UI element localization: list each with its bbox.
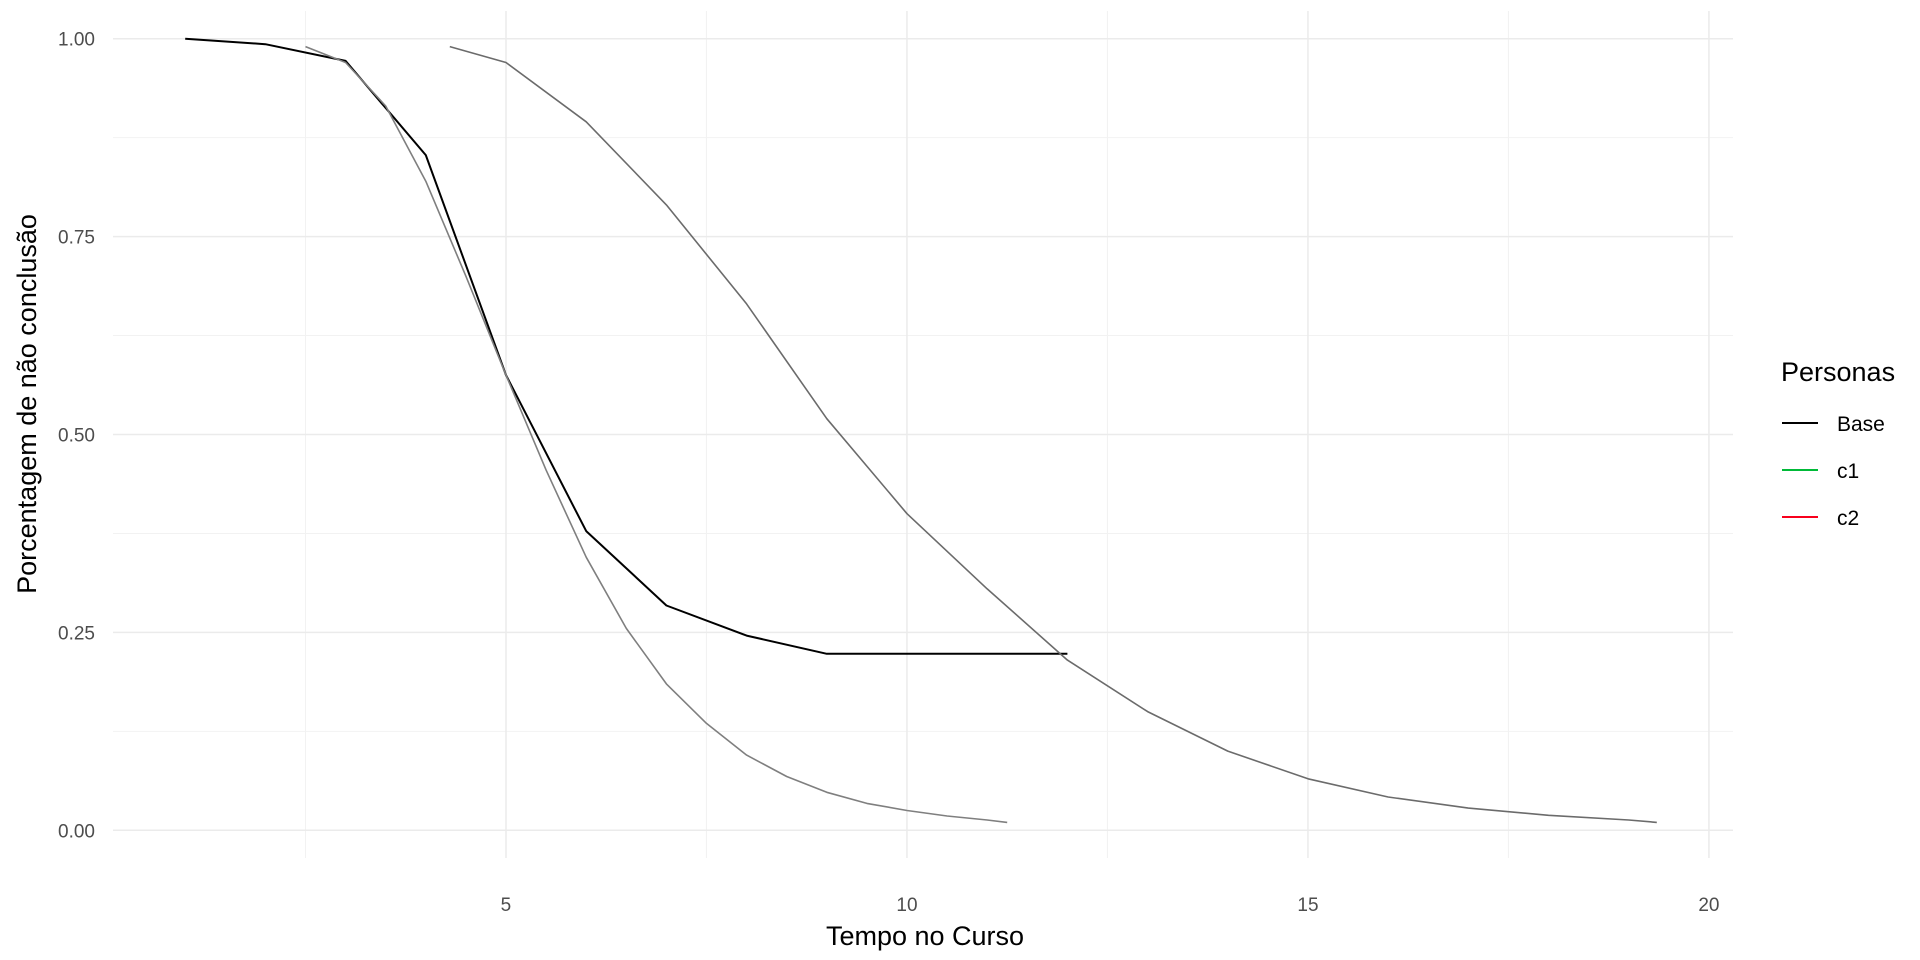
y-tick-labels: 0.00 0.25 0.50 0.75 1.00 bbox=[58, 30, 95, 843]
major-gridlines bbox=[113, 11, 1733, 858]
y-tick-label: 0.00 bbox=[58, 821, 95, 842]
x-tick-label: 15 bbox=[1297, 895, 1318, 916]
x-tick-label: 10 bbox=[896, 895, 917, 916]
legend-label: c2 bbox=[1837, 507, 1859, 530]
y-tick-label: 0.50 bbox=[58, 426, 95, 447]
y-tick-label: 1.00 bbox=[58, 30, 95, 51]
series-lines bbox=[185, 37, 1657, 824]
legend-label: Base bbox=[1837, 413, 1885, 436]
y-tick-label: 0.25 bbox=[58, 623, 95, 644]
x-tick-label: 5 bbox=[501, 895, 512, 916]
legend: Personas Base c1 c2 bbox=[1781, 357, 1895, 530]
legend-title: Personas bbox=[1781, 357, 1895, 387]
series-line-1 bbox=[185, 37, 1068, 655]
y-axis-title: Porcentagem de não conclusão bbox=[12, 214, 42, 594]
minor-gridlines bbox=[113, 11, 1733, 858]
x-tick-labels: 5 10 15 20 bbox=[501, 895, 1720, 916]
series-line-2 bbox=[305, 45, 1008, 824]
x-tick-label: 20 bbox=[1698, 895, 1719, 916]
legend-label: c1 bbox=[1837, 460, 1859, 483]
y-tick-label: 0.75 bbox=[58, 228, 95, 249]
series-line-3 bbox=[449, 45, 1657, 824]
x-axis-title: Tempo no Curso bbox=[826, 921, 1024, 951]
